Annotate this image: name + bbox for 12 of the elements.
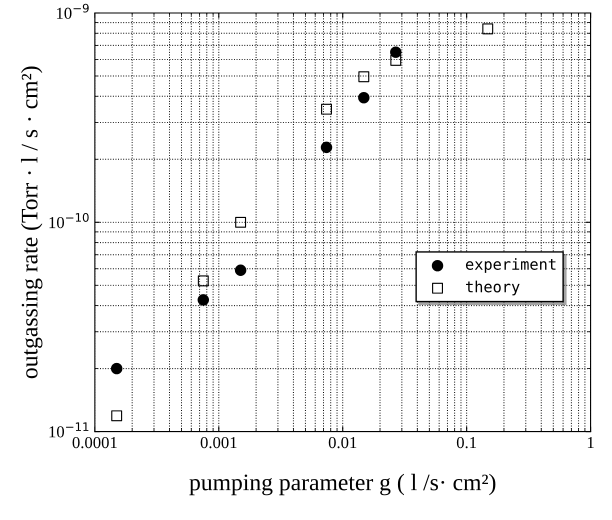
x-tick-label: 0.001	[200, 436, 237, 448]
legend-label: theory	[466, 280, 520, 296]
x-tick-label: 0.0001	[72, 436, 117, 448]
x-tick-label: 0.1	[456, 436, 476, 448]
y-tick-label: 10$^{−9}$	[56, 4, 89, 19]
y-tick-label: 10$^{−11}$	[49, 422, 88, 438]
y-axis-title: outgassing rate (Torr · l / s · cm²)	[20, 66, 42, 378]
x-tick-label: 1	[588, 437, 594, 448]
legend-label: experiment	[466, 258, 556, 273]
x-tick-label: 0.01	[328, 436, 356, 448]
x-axis-title: pumping parameter g ( l /s· cm²)	[189, 474, 496, 496]
y-tick-label: 10$^{−10}$	[49, 213, 89, 228]
